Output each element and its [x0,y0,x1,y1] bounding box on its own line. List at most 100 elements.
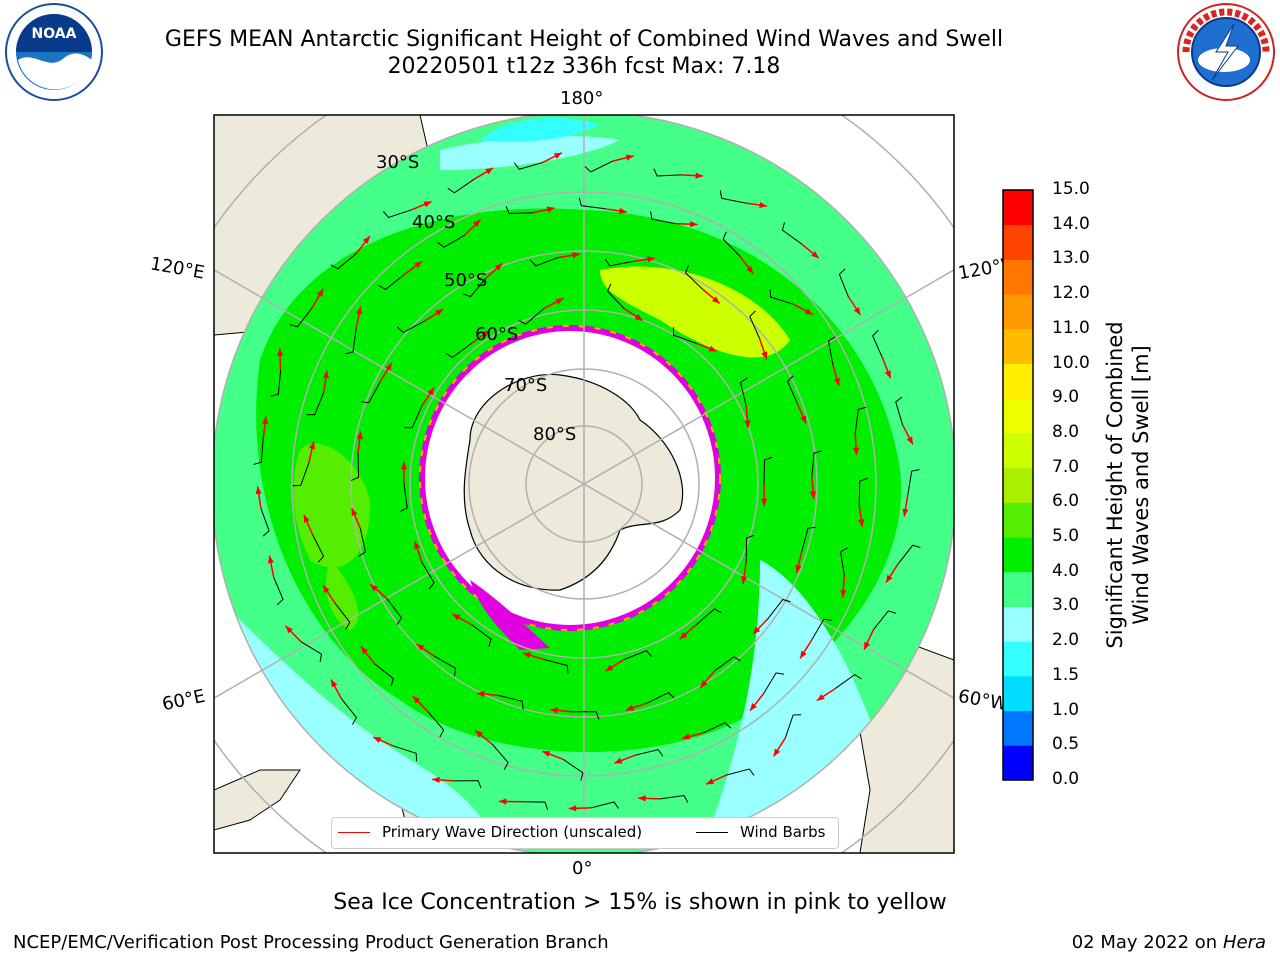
colorbar-tick-label: 14.0 [1052,213,1090,234]
wave-direction-arrowhead [800,650,807,659]
wave-direction-arrowhead [795,564,802,573]
noaa-logo-icon: NOAA [5,3,103,101]
wind-barb [781,222,803,245]
wave-direction-arrowhead [858,519,865,527]
wave-direction-arrowhead [373,737,382,743]
wave-direction-arrowhead [435,309,444,316]
colorbar-tick-label: 0.5 [1052,734,1080,755]
colorbar-swatch [1003,675,1033,712]
wave-direction-arrowhead [351,508,358,517]
colorbar-swatch [1003,259,1033,295]
wave-direction-arrowhead [356,431,363,440]
wave-direction-arrowhead [816,693,825,701]
colorbar-tick-label: 9.0 [1052,387,1080,408]
wind-barb [447,178,475,194]
legend-red-line-icon [338,831,370,833]
wind-barb [653,168,682,177]
wind-barb [763,672,785,694]
wind-barb [520,801,549,810]
colorbar-tick-label: 13.0 [1052,248,1090,269]
wind-barb [578,197,606,210]
wave-direction-arrowhead [761,351,768,360]
wave-direction-arrowhead [625,704,634,711]
wind-barb [543,659,569,674]
wind-barb [895,396,904,426]
colorbar-swatch [1003,641,1033,677]
wave-direction-arrowhead [322,370,329,379]
wind-barb [872,610,896,631]
wind-barb [270,370,282,397]
wind-barb [341,698,358,725]
wave-direction-arrowhead [809,491,817,499]
wave-direction-arrowhead [553,152,562,159]
colorbar [1002,189,1034,781]
wave-direction-arrowhead [370,584,378,592]
wind-barb [827,336,836,365]
wind-barb [360,381,381,404]
colorbar-tick-label: 11.0 [1052,317,1090,338]
wave-direction-arrowhead [267,555,274,564]
lat-label-50s: 50°S [444,270,488,291]
wind-barb [763,456,773,485]
wind-barb [386,598,403,625]
colorbar-swatch [1003,294,1033,330]
footer-branch: NCEP/EMC/Verification Post Processing Pr… [13,932,609,953]
wave-direction-arrowhead [605,664,614,672]
wind-barbs [253,160,921,810]
wind-barb [767,598,791,619]
wave-direction-arrowhead [759,201,767,209]
wave-direction-arrowhead [412,696,421,704]
wave-direction-arrowhead [416,644,425,651]
colorbar-tick-label: 12.0 [1052,283,1090,304]
wind-barb [660,795,689,803]
wind-barb [703,722,732,734]
wave-direction-arrowhead [414,541,421,550]
wind-barb [454,780,482,789]
wind-barb [726,768,755,776]
lat-label-30s: 30°S [376,152,420,173]
wind-barb [530,256,559,267]
wave-direction-arrowhead [303,514,310,523]
wave-direction-arrowhead [255,486,262,495]
colorbar-tick-label: 6.0 [1052,491,1080,512]
lon-label-180: 180° [560,88,604,109]
wind-barb [858,477,868,506]
wind-barb [471,624,492,647]
wind-barb [811,618,832,641]
wave-direction-arrowhead [546,206,555,213]
colorbar-tick-label: 3.0 [1052,595,1080,616]
wind-barb [840,547,848,576]
wave-direction-arrowhead [773,748,781,757]
wave-direction-arrowhead [706,778,715,785]
wave-direction-arrowhead [712,296,720,304]
wind-barb [590,801,620,809]
wind-barb [273,576,284,606]
lat-label-60s: 60°S [475,324,519,345]
colorbar-swatch [1003,363,1033,399]
wave-direction-arrowhead [485,168,494,175]
wind-barb [518,308,545,325]
wave-direction-arrowhead [432,776,440,783]
wave-direction-arrowhead [423,201,432,208]
wave-direction-arrowhead [864,641,871,650]
wave-direction-arrowhead [309,441,316,450]
wind-barb [330,253,357,270]
legend-wave-direction: Primary Wave Direction (unscaled) [338,823,642,841]
primary-wave-direction-arrows [255,152,914,812]
wind-barb [684,265,704,290]
wave-direction-arrowhead [356,306,363,315]
colorbar-tick-label: 5.0 [1052,526,1080,547]
wind-barb [719,190,746,204]
wind-barb [650,211,676,225]
wind-barb [872,329,883,359]
colorbar-label: Significant Height of Combined Wind Wave… [1102,321,1154,648]
wind-barb [260,508,270,537]
wave-direction-arrowhead [695,172,704,179]
wave-direction-arrowhead [833,377,840,386]
colorbar-label-line1: Significant Height of Combined [1103,321,1127,649]
wave-direction-arrowhead [481,330,490,338]
wave-direction-arrowhead [690,221,698,228]
colorbar-swatch [1003,190,1033,226]
lat-label-40s: 40°S [412,212,456,233]
colorbar-swatch [1003,571,1033,607]
